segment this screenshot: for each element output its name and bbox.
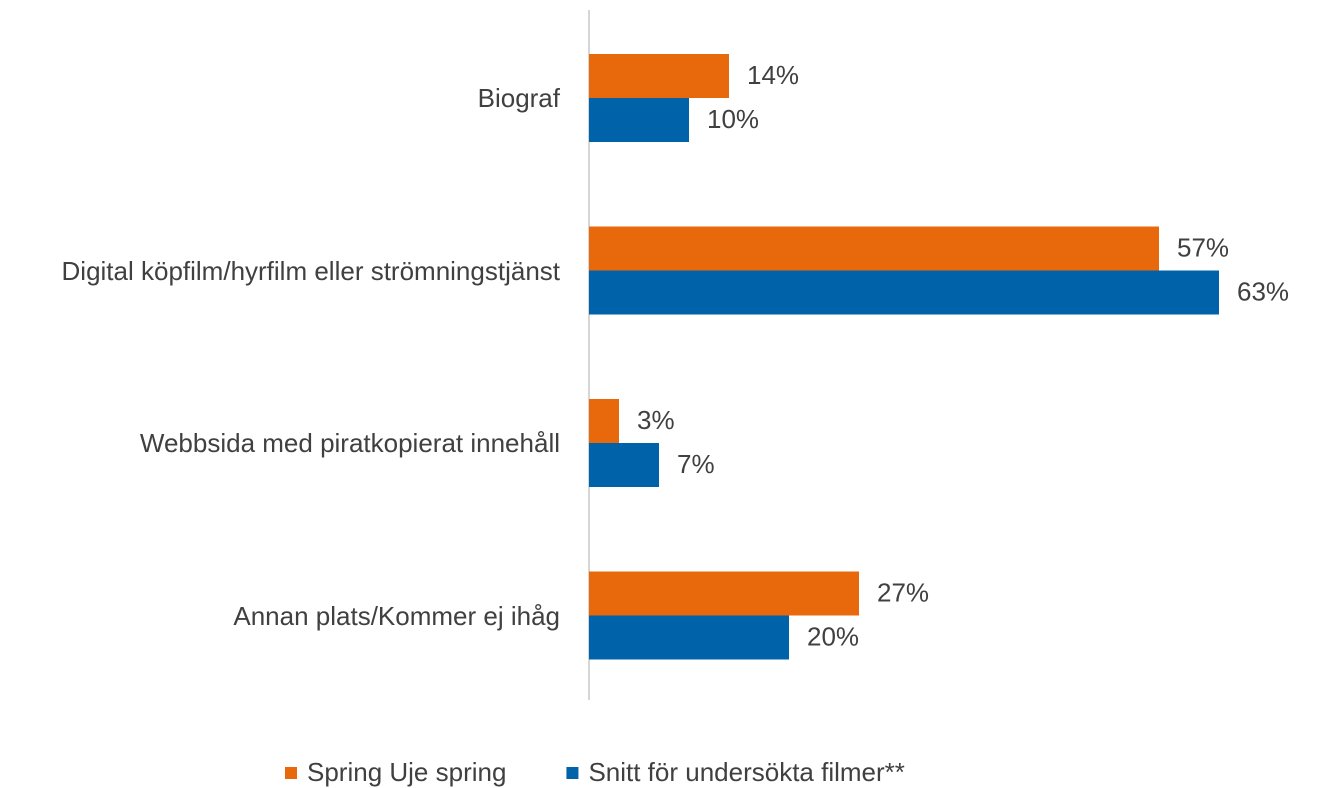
- bar: [589, 54, 729, 98]
- legend-swatch: [285, 767, 297, 779]
- category-label: Annan plats/Kommer ej ihåg: [233, 600, 560, 631]
- bar: [589, 615, 789, 660]
- category-label: Digital köpfilm/hyrfilm eller strömnings…: [61, 255, 560, 286]
- bar: [589, 443, 659, 487]
- legend-label: Snitt för undersökta filmer**: [588, 757, 904, 787]
- value-label: 3%: [637, 405, 675, 435]
- value-label: 14%: [747, 60, 799, 90]
- value-label: 20%: [807, 621, 859, 651]
- bar: [589, 98, 689, 142]
- value-label: 57%: [1177, 232, 1229, 262]
- value-label: 27%: [877, 577, 929, 607]
- bar: [589, 571, 859, 616]
- bar: [589, 226, 1159, 271]
- category-label: Webbsida med piratkopierat innehåll: [139, 428, 560, 458]
- value-label: 63%: [1237, 276, 1289, 306]
- bar: [589, 399, 619, 443]
- category-label: Biograf: [477, 83, 560, 113]
- legend-label: Spring Uje spring: [307, 757, 506, 787]
- legend-swatch: [566, 767, 579, 779]
- value-label: 7%: [677, 449, 715, 479]
- value-label: 10%: [707, 104, 759, 134]
- bar: [589, 270, 1219, 315]
